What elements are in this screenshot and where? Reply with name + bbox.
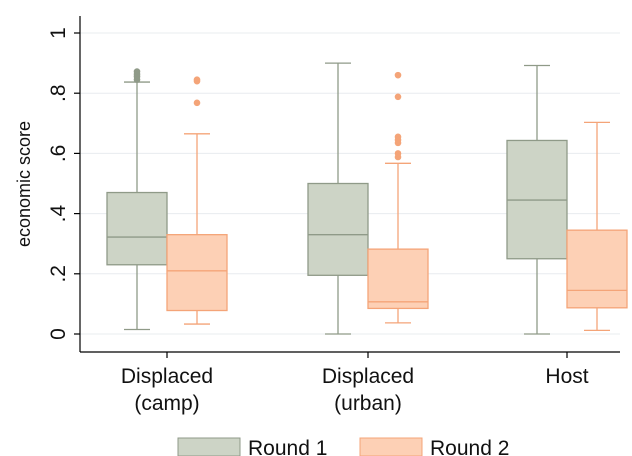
y-axis-title: economic score xyxy=(14,121,34,247)
box-round-2 xyxy=(166,76,228,325)
x-tick-label-line2: (camp) xyxy=(134,392,199,415)
outlier-point xyxy=(193,99,201,107)
y-tick-label: .6 xyxy=(47,145,70,163)
x-tick-label: Host xyxy=(545,365,588,388)
box xyxy=(367,248,429,310)
legend-label: Round 2 xyxy=(430,437,509,456)
x-tick-label: Displaced xyxy=(121,365,213,388)
box-round-1 xyxy=(506,64,568,335)
box xyxy=(566,229,628,309)
x-axis: Displaced (camp) Displaced (urban) Host xyxy=(80,351,620,415)
y-tick-label: .8 xyxy=(47,84,70,102)
y-tick-label: .2 xyxy=(47,265,70,283)
y-tick-label: 1 xyxy=(47,27,70,39)
box-round-1 xyxy=(307,62,369,335)
outlier-point xyxy=(394,93,402,101)
outlier-point xyxy=(394,150,402,157)
legend-swatch xyxy=(177,437,241,456)
y-tick-label: .4 xyxy=(47,205,70,223)
y-tick-label: 0 xyxy=(47,328,70,340)
box xyxy=(166,234,228,312)
box-round-2 xyxy=(566,121,628,332)
y-axis: 0 .2 .4 .6 .8 1 xyxy=(47,16,81,352)
x-tick-label: Displaced xyxy=(322,365,414,388)
box xyxy=(106,191,168,266)
box-series xyxy=(106,62,628,335)
outlier-point xyxy=(394,71,402,79)
outlier-point xyxy=(133,68,141,75)
outlier-point xyxy=(394,133,402,141)
box xyxy=(307,182,369,276)
box-round-2 xyxy=(367,71,429,324)
legend: Round 1 Round 2 xyxy=(177,437,509,456)
legend-label: Round 1 xyxy=(248,437,327,456)
outlier-point xyxy=(193,76,201,83)
legend-swatch xyxy=(359,437,423,456)
box-round-1 xyxy=(106,68,168,331)
x-tick-label-line2: (urban) xyxy=(334,392,402,415)
